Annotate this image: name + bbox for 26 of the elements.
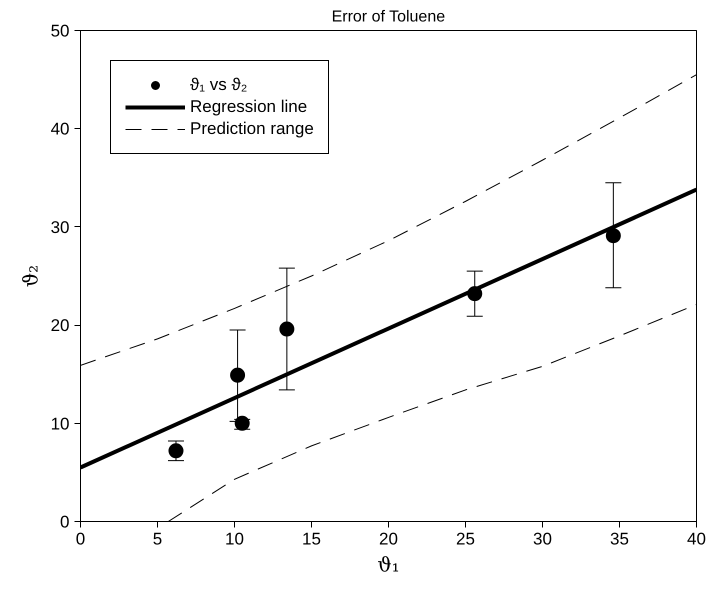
legend-label: Prediction range — [190, 119, 314, 139]
y-tick-label: 20 — [50, 316, 70, 336]
legend-label: Regression line — [190, 97, 308, 117]
point — [606, 228, 621, 244]
legend-label: ϑ₁ vs ϑ₂ — [190, 75, 248, 95]
x-tick-label: 15 — [302, 530, 321, 548]
point — [279, 322, 294, 337]
x-tick-label: 35 — [610, 530, 629, 548]
x-tick-label: 0 — [76, 530, 86, 548]
y-tick-label: 40 — [50, 120, 70, 139]
point — [168, 443, 184, 458]
y-tick-label: 10 — [50, 414, 70, 434]
x-tick-label: 30 — [533, 530, 552, 548]
x-tick-label: 20 — [379, 530, 398, 548]
x-tick-label: 25 — [456, 530, 475, 548]
chart-title: Error of Toluene — [332, 8, 446, 26]
x-tick-label: 40 — [687, 530, 706, 548]
y-tick-label: 0 — [60, 512, 70, 532]
point — [234, 416, 250, 431]
x-axis-title: ϑ₁ — [377, 552, 400, 576]
y-tick-label: 50 — [50, 22, 70, 40]
x-tick-label: 10 — [225, 530, 244, 548]
point — [230, 368, 246, 383]
x-tick-label: 5 — [152, 530, 162, 548]
y-axis-title: ϑ₂ — [18, 264, 43, 288]
y-tick-label: 30 — [50, 218, 70, 237]
